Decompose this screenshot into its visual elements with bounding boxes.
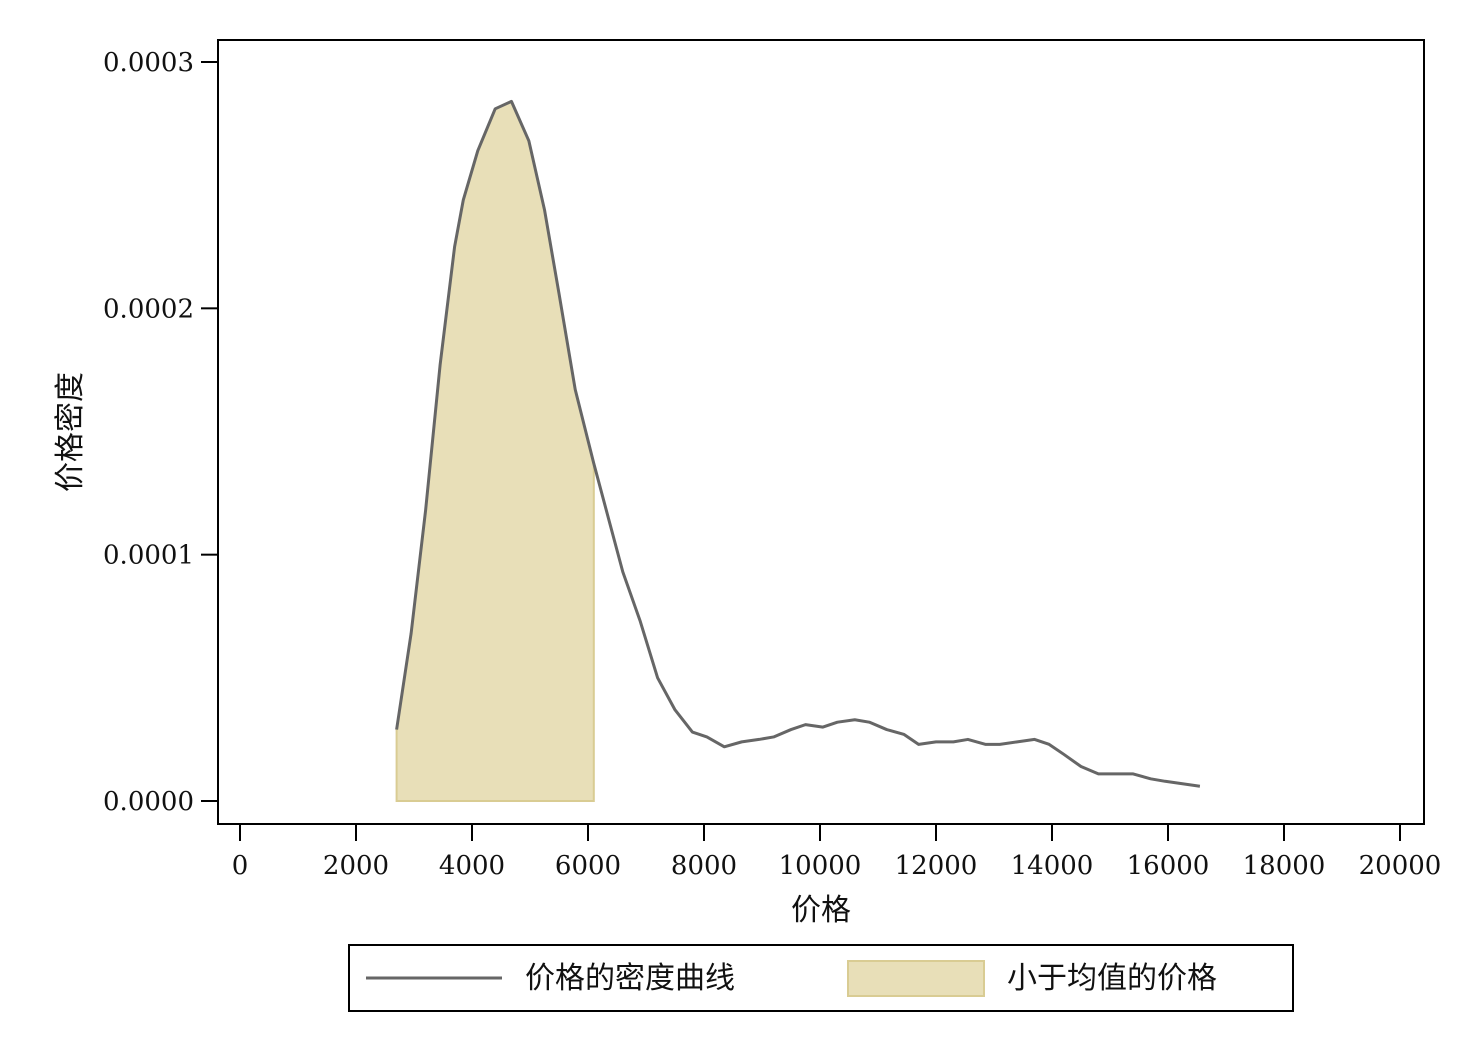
y-tick-label: 0.0002 [103, 294, 194, 324]
x-tick-label: 12000 [895, 851, 978, 881]
plot-layer [395, 99, 1201, 802]
x-tick-label: 20000 [1359, 851, 1442, 881]
legend-label-density: 价格的密度曲线 [525, 961, 735, 996]
axes-layer: 0 2000 4000 6000 8000 10000 12000 14000 16000 180… [103, 48, 1441, 881]
legend-label-below-mean: 小于均值的价格 [1007, 961, 1217, 996]
y-tick-label: 0.0003 [103, 48, 194, 78]
x-tick-label: 18000 [1243, 851, 1326, 881]
density-line [395, 99, 1201, 788]
legend-fill-swatch [847, 960, 985, 997]
x-tick-label: 8000 [671, 851, 737, 881]
legend-box [348, 944, 1294, 1012]
x-tick-label: 14000 [1011, 851, 1094, 881]
x-axis-title: 价格 [791, 893, 851, 928]
y-axis-title: 价格密度 [53, 372, 88, 492]
x-tick-label: 0 [232, 851, 249, 881]
x-tick-label: 2000 [323, 851, 389, 881]
x-tick-label: 4000 [439, 851, 505, 881]
x-tick-label: 6000 [555, 851, 621, 881]
y-tick-label: 0.0000 [103, 787, 194, 817]
x-tick-label: 10000 [779, 851, 862, 881]
x-tick-label: 16000 [1127, 851, 1210, 881]
y-tick-label: 0.0001 [103, 541, 194, 571]
plot-frame [217, 39, 1425, 825]
legend: 价格的密度曲线 小于均值的价格 [348, 944, 1294, 1012]
